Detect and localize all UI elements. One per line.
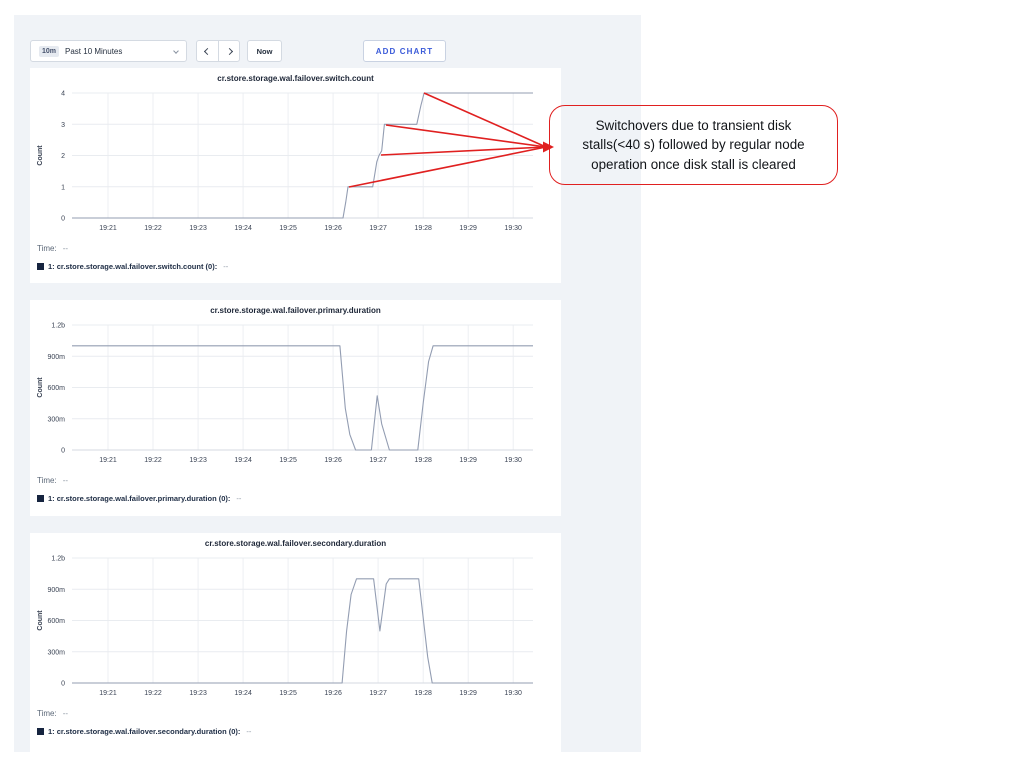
time-nav-group: [196, 40, 240, 62]
svg-text:19:25: 19:25: [279, 690, 297, 697]
svg-text:19:28: 19:28: [414, 225, 432, 232]
chart-time-readout: Time: --: [37, 476, 68, 485]
svg-text:Count: Count: [37, 145, 44, 166]
svg-text:19:29: 19:29: [459, 690, 477, 697]
chart-plot-secondary-duration[interactable]: 19:21 19:22 19:23 19:24 19:25 19:26 19:27 19:28…: [30, 549, 561, 703]
legend-series-label: 1: cr.store.storage.wal.failover.primary…: [48, 494, 231, 503]
legend-series-value: --: [236, 494, 242, 503]
svg-text:1: 1: [61, 184, 65, 191]
legend-series-value: --: [223, 262, 229, 271]
svg-text:19:23: 19:23: [189, 690, 207, 697]
svg-text:0: 0: [61, 216, 65, 223]
svg-text:19:22: 19:22: [144, 457, 162, 464]
chevron-left-icon: [203, 47, 212, 55]
svg-text:900m: 900m: [47, 354, 65, 361]
series-swatch-icon: [37, 728, 44, 735]
svg-text:19:26: 19:26: [324, 457, 342, 464]
add-chart-button[interactable]: ADD CHART: [363, 40, 446, 62]
chart-card-switch-count: cr.store.storage.wal.failover.switch.cou…: [30, 68, 561, 283]
metrics-panel: 10m Past 10 Minutes Now ADD CHART cr.sto…: [14, 15, 641, 752]
svg-text:19:27: 19:27: [369, 690, 387, 697]
svg-text:Count: Count: [37, 610, 44, 631]
legend-series-label: 1: cr.store.storage.wal.failover.seconda…: [48, 727, 241, 736]
chevron-right-icon: [225, 47, 233, 55]
series-swatch-icon: [37, 263, 44, 270]
time-range-dropdown[interactable]: 10m Past 10 Minutes: [30, 40, 187, 62]
annotation-callout: Switchovers due to transient disk stalls…: [549, 105, 838, 185]
svg-text:19:30: 19:30: [504, 457, 522, 464]
time-value: --: [62, 709, 69, 718]
svg-text:19:27: 19:27: [369, 225, 387, 232]
svg-text:1.2b: 1.2b: [51, 556, 65, 563]
svg-text:19:21: 19:21: [99, 225, 117, 232]
chart-title: cr.store.storage.wal.failover.secondary.…: [204, 539, 387, 548]
chart-time-readout: Time: --: [37, 244, 68, 253]
svg-text:2: 2: [61, 153, 65, 160]
legend-item[interactable]: 1: cr.store.storage.wal.failover.switch.…: [37, 262, 228, 271]
chart-title: cr.store.storage.wal.failover.switch.cou…: [217, 74, 374, 83]
series-swatch-icon: [37, 495, 44, 502]
chart-card-primary-duration: cr.store.storage.wal.failover.primary.du…: [30, 300, 561, 516]
svg-text:19:25: 19:25: [279, 457, 297, 464]
svg-text:19:26: 19:26: [324, 225, 342, 232]
svg-text:19:25: 19:25: [279, 225, 297, 232]
time-label: Time:: [37, 709, 57, 718]
svg-text:4: 4: [61, 91, 65, 98]
time-label: Time:: [37, 476, 57, 485]
svg-text:Count: Count: [37, 377, 44, 398]
svg-text:19:21: 19:21: [99, 457, 117, 464]
svg-text:300m: 300m: [47, 416, 65, 423]
now-button[interactable]: Now: [247, 40, 282, 62]
chart-card-secondary-duration: cr.store.storage.wal.failover.secondary.…: [30, 533, 561, 752]
chart-plot-primary-duration[interactable]: 19:21 19:22 19:23 19:24 19:25 19:26 19:27 19:28…: [30, 316, 561, 470]
svg-text:0: 0: [61, 681, 65, 688]
legend-item[interactable]: 1: cr.store.storage.wal.failover.primary…: [37, 494, 241, 503]
svg-text:19:24: 19:24: [234, 225, 252, 232]
legend-series-label: 1: cr.store.storage.wal.failover.switch.…: [48, 262, 218, 271]
annotation-text: Switchovers due to transient disk stalls…: [582, 118, 805, 172]
svg-text:19:22: 19:22: [144, 690, 162, 697]
legend-series-value: --: [246, 727, 252, 736]
chart-plot-switch-count[interactable]: 19:21 19:22 19:23 19:24 19:25 19:26 19:27 19:28…: [30, 84, 561, 238]
svg-text:600m: 600m: [47, 385, 65, 392]
svg-text:19:28: 19:28: [414, 457, 432, 464]
svg-text:19:30: 19:30: [504, 225, 522, 232]
svg-text:900m: 900m: [47, 587, 65, 594]
svg-text:19:22: 19:22: [144, 225, 162, 232]
time-value: --: [62, 476, 69, 485]
time-label: Time:: [37, 244, 57, 253]
legend-item[interactable]: 1: cr.store.storage.wal.failover.seconda…: [37, 727, 251, 736]
time-value: --: [62, 244, 69, 253]
svg-text:600m: 600m: [47, 618, 65, 625]
svg-text:19:26: 19:26: [324, 690, 342, 697]
svg-text:19:21: 19:21: [99, 690, 117, 697]
chart-title: cr.store.storage.wal.failover.primary.du…: [210, 306, 381, 315]
svg-text:3: 3: [61, 122, 65, 129]
svg-text:19:30: 19:30: [504, 690, 522, 697]
svg-text:19:29: 19:29: [459, 225, 477, 232]
prev-range-button[interactable]: [197, 41, 218, 61]
svg-text:19:23: 19:23: [189, 225, 207, 232]
svg-text:0: 0: [61, 448, 65, 455]
svg-text:19:27: 19:27: [369, 457, 387, 464]
svg-text:19:23: 19:23: [189, 457, 207, 464]
time-range-badge: 10m: [39, 45, 60, 57]
svg-text:19:24: 19:24: [234, 690, 252, 697]
svg-text:300m: 300m: [47, 649, 65, 656]
time-range-label: Past 10 Minutes: [65, 46, 123, 56]
svg-text:19:28: 19:28: [414, 690, 432, 697]
chevron-down-icon: [173, 48, 179, 54]
chart-time-readout: Time: --: [37, 709, 68, 718]
svg-text:1.2b: 1.2b: [51, 323, 65, 330]
svg-text:19:29: 19:29: [459, 457, 477, 464]
svg-text:19:24: 19:24: [234, 457, 252, 464]
next-range-button[interactable]: [218, 41, 239, 61]
